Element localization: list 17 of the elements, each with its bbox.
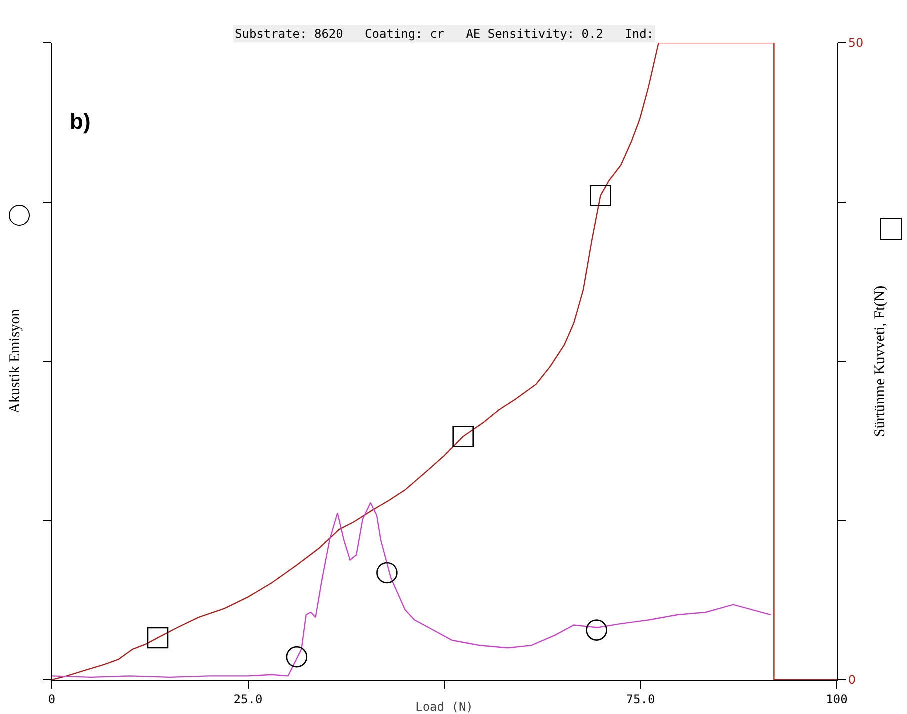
annotation: b) [70,109,91,134]
y-tick-label: 50 [848,36,864,50]
x-tick-label: 25.0 [234,692,263,706]
x-axis-title: Load (N) [416,700,474,714]
line-series [52,502,772,678]
y2-axis-title: Sürtünme Kuvveti, Ft(N) [872,286,888,438]
chart-subtitle: Substrate: 8620 Coating: cr AE Sensitivity: 0.2 Ind: [235,27,654,41]
y-axis-title: Akustik Emisyon [8,308,24,414]
x-tick-label: 0 [48,692,56,706]
point [590,185,612,207]
point [147,627,169,649]
point [376,562,398,584]
point [452,426,474,448]
x-tick-label: 75.0 [626,692,656,706]
x-tick-label: 100 [826,692,848,706]
point [586,620,608,641]
point [286,646,308,668]
